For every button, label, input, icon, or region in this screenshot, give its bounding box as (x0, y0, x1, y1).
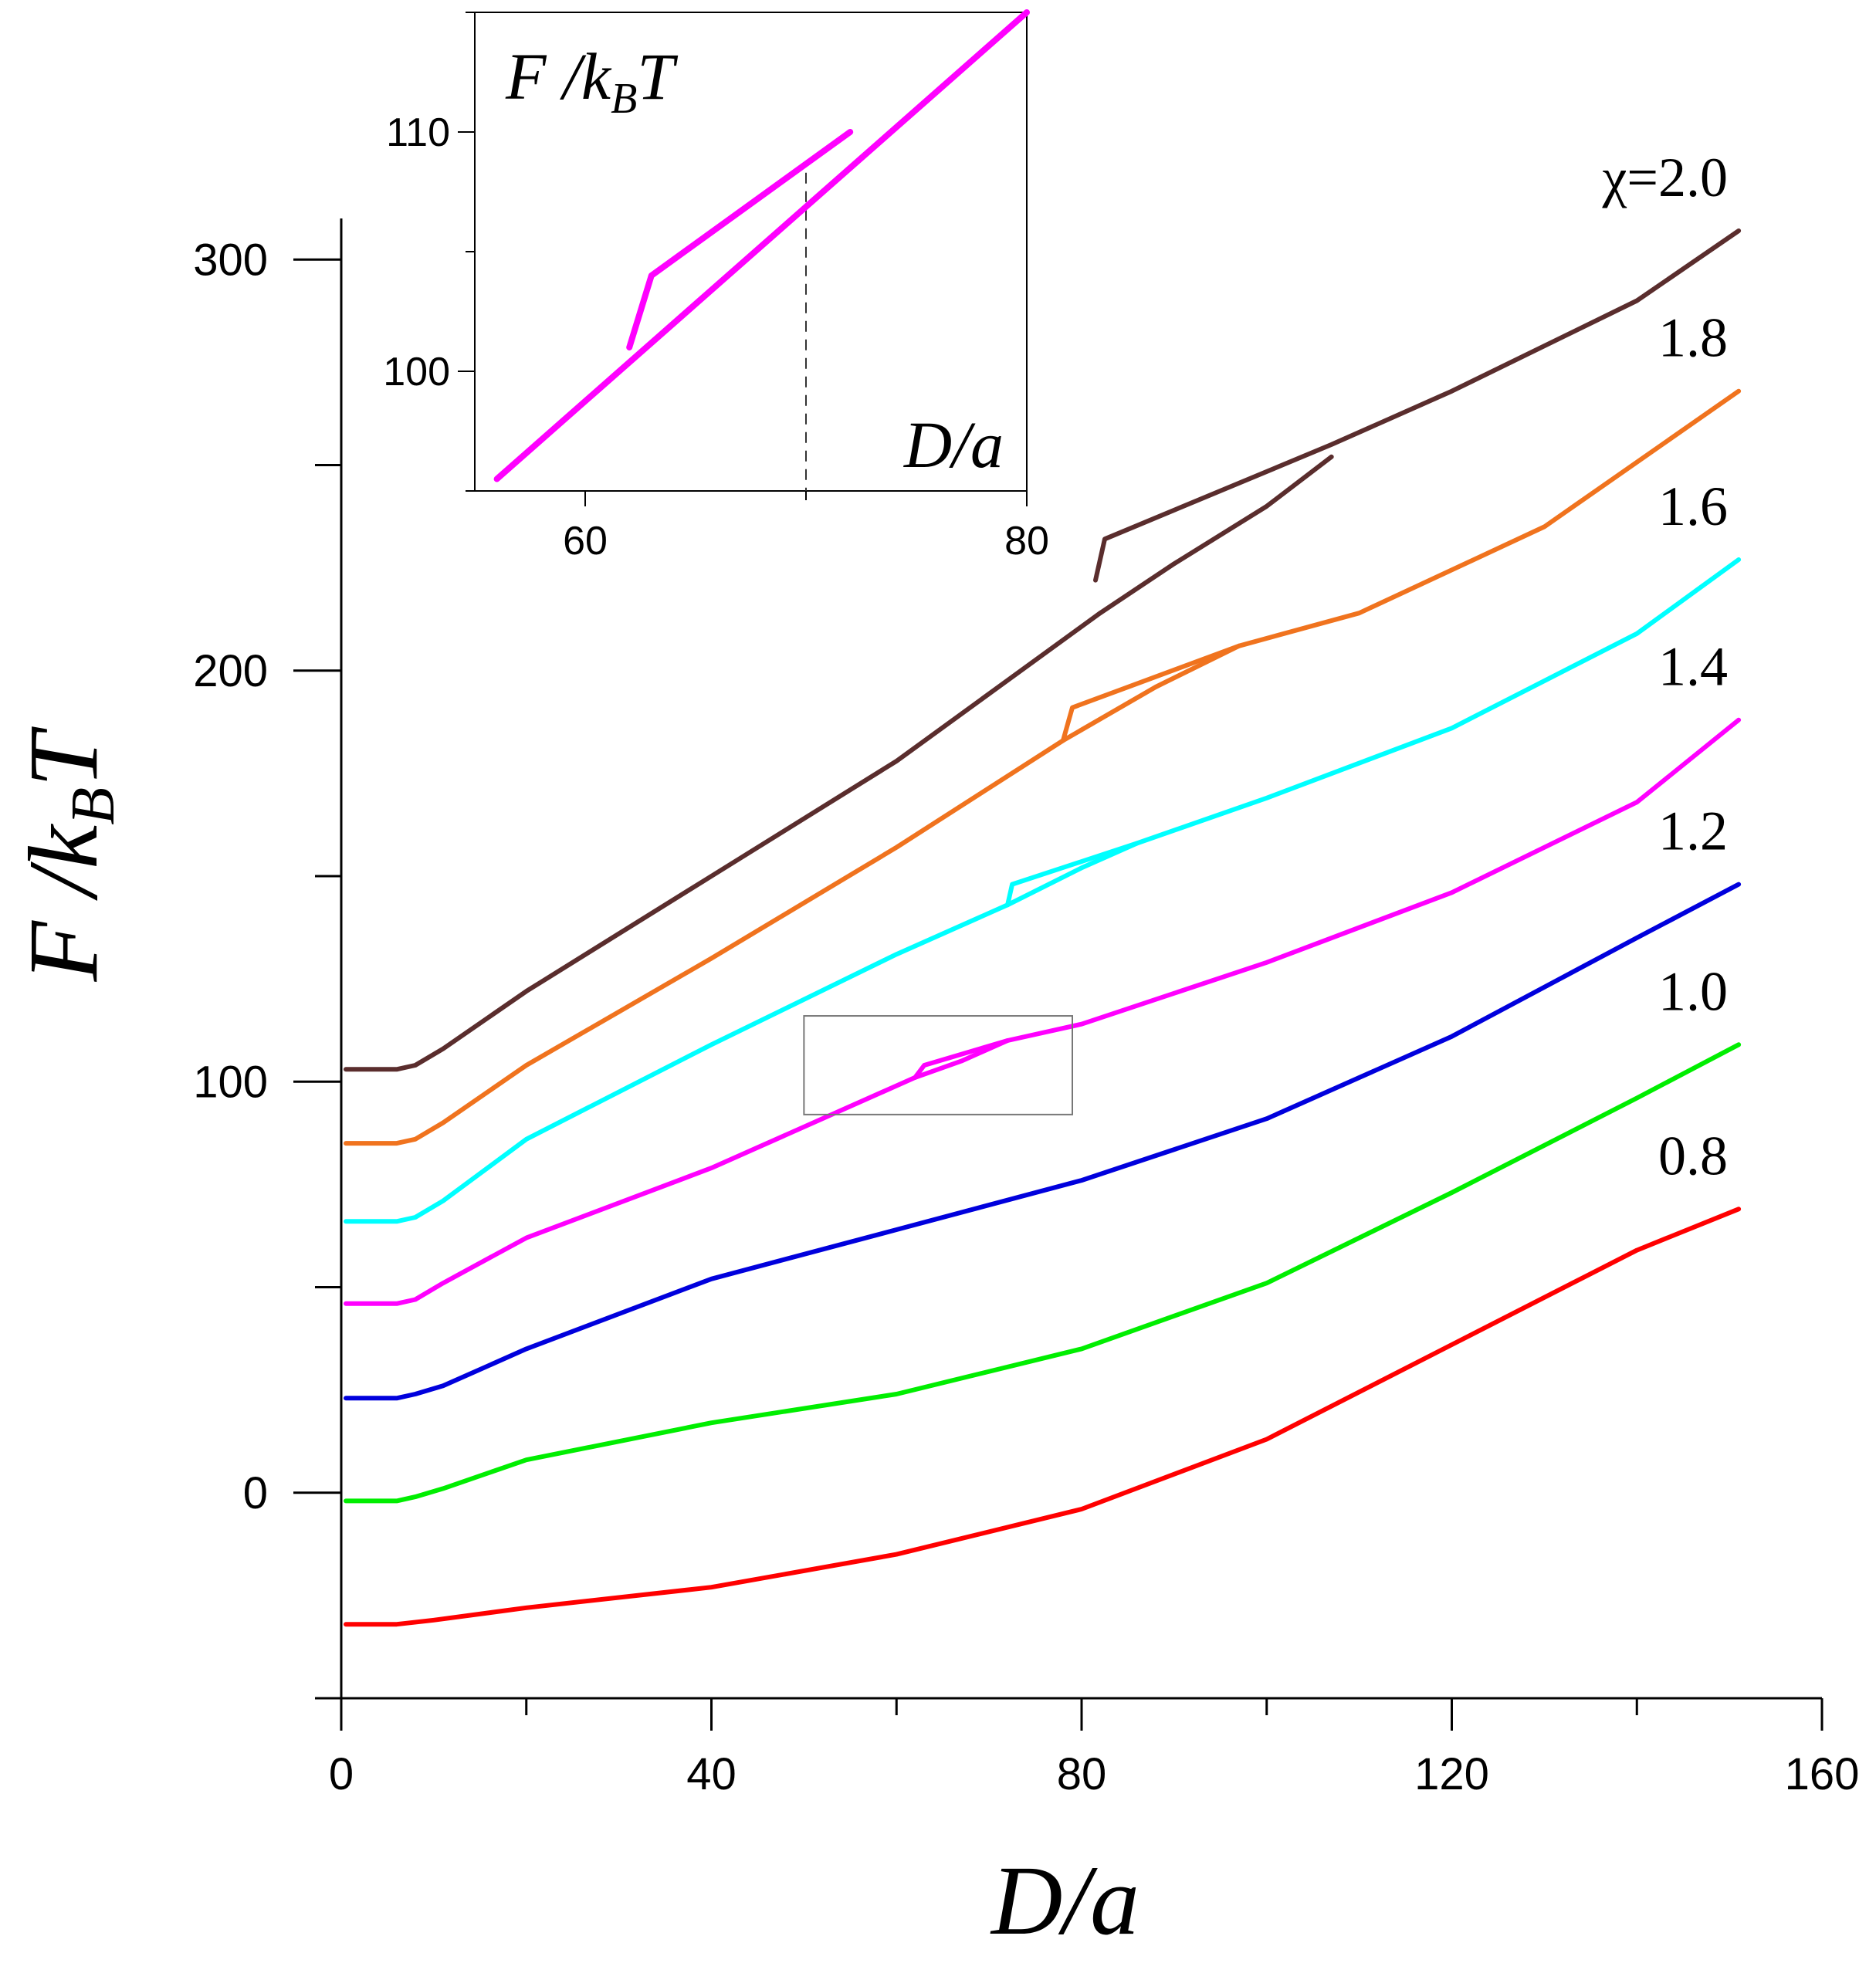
series-line-1-2 (344, 882, 1742, 1401)
series-branch-lower-1-6 (1005, 841, 1139, 908)
main-series-group (344, 228, 1742, 1627)
zoom-box (803, 1015, 1074, 1115)
series-line-1-8 (344, 738, 1065, 1146)
y-tick-label-200: 200 (193, 646, 268, 696)
series-branch-upper-1-8 (1061, 388, 1742, 743)
y-tick-label-100: 100 (193, 1057, 268, 1107)
series-branch-upper-1-4 (913, 717, 1742, 1080)
inset-series-branch-upper-1-4 (626, 129, 854, 350)
series-labels: χ=2.0 1.8 1.6 1.4 1.2 1.0 0.8 (1601, 147, 1728, 1186)
y-axis-title-f: F /k (8, 824, 118, 983)
series-branch-lower-2-0 (1098, 454, 1334, 616)
series-label-1-8: 1.8 (1658, 307, 1728, 369)
y-tick-label-300: 300 (193, 235, 268, 285)
x-tick-label-120: 120 (1414, 1749, 1489, 1799)
x-tick-label-80: 80 (1057, 1749, 1107, 1799)
y-axis-title-t: T (8, 726, 118, 787)
y-tick-label-0: 0 (243, 1468, 268, 1518)
inset-y-axis-title-sub: B (611, 75, 637, 123)
series-line-1-4 (344, 1075, 918, 1306)
inset-chart: 60 80 100 110 F /kBT D/a (383, 9, 1049, 564)
main-ticks: 0 40 80 120 160 0 100 200 300 (193, 235, 1859, 1799)
series-label-0-8: 0.8 (1658, 1125, 1728, 1186)
series-label-1-6: 1.6 (1658, 476, 1728, 537)
series-label-1-0: 1.0 (1658, 960, 1728, 1022)
series-branch-upper-2-0 (1093, 228, 1742, 583)
inset-y-axis-title-t: T (637, 39, 678, 113)
inset-y-tick-label-100: 100 (383, 350, 450, 394)
series-line-1-6 (344, 902, 1011, 1224)
x-tick-label-40: 40 (686, 1749, 737, 1799)
x-axis-title: D/a (990, 1846, 1139, 1955)
inset-y-axis-title: F /kBT (505, 39, 678, 123)
x-tick-label-0: 0 (329, 1749, 354, 1799)
inset-series-group (493, 9, 1030, 482)
series-label-1-2: 1.2 (1658, 800, 1728, 862)
inset-ticks: 60 80 100 110 (383, 12, 1049, 564)
inset-y-axis-title-f: F /k (505, 39, 612, 113)
series-line-2-0 (344, 611, 1102, 1072)
inset-x-axis-title: D/a (903, 408, 1004, 482)
series-branch-lower-1-4 (913, 1038, 1011, 1080)
inset-y-tick-label-110: 110 (386, 110, 450, 155)
inset-x-tick-label-80: 80 (1004, 519, 1049, 564)
series-label-1-4: 1.4 (1658, 636, 1728, 698)
series-branch-upper-1-6 (1005, 557, 1742, 908)
series-line-0-8 (344, 1207, 1742, 1627)
inset-series-line-1-4 (493, 9, 1030, 482)
series-branch-lower-1-8 (1061, 643, 1241, 743)
x-tick-label-160: 160 (1785, 1749, 1860, 1799)
y-axis-title-sub: B (59, 787, 127, 825)
inset-x-tick-label-60: 60 (563, 519, 608, 564)
series-label-2-0: χ=2.0 (1601, 147, 1728, 208)
y-axis-title: F /kBT (8, 726, 127, 982)
series-line-1-0 (344, 1042, 1742, 1504)
main-chart: 0 40 80 120 160 0 100 200 300 χ=2.0 1.8 1.6 1.4 1.2 1… (8, 147, 1859, 1955)
